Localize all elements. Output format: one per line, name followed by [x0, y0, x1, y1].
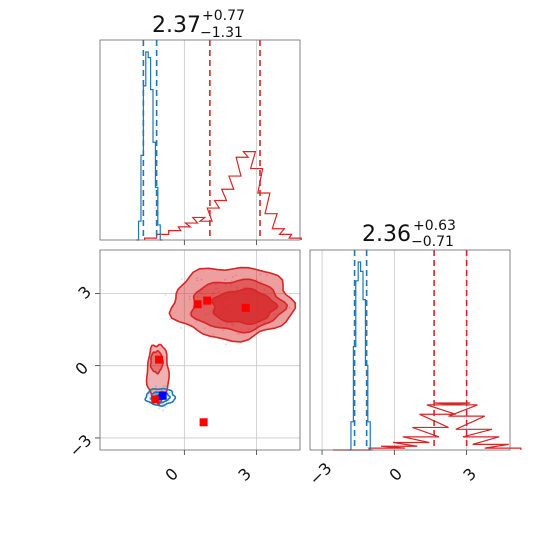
x-tick-label: 0 [385, 464, 406, 485]
sample-point [168, 399, 170, 402]
red-histogram [332, 402, 522, 451]
sample-point [180, 278, 183, 281]
panel-frame [99, 39, 301, 241]
title-minus: −1.31 [200, 25, 243, 41]
sample-point [164, 406, 167, 409]
title-param1: 2.37 +0.77 −1.31 [152, 8, 245, 41]
joint-contour-panel [95, 249, 301, 455]
sample-point [196, 279, 199, 282]
sample-point [191, 305, 194, 308]
red-square-marker [155, 355, 164, 364]
title-param2: 2.36 +0.63 −0.71 [362, 218, 456, 250]
sample-point [154, 385, 157, 388]
red-histogram [143, 151, 302, 240]
blue-histogram [348, 261, 373, 451]
blue-contour [144, 387, 177, 407]
sample-point [260, 280, 263, 283]
sample-point [148, 402, 150, 405]
title-plus: +0.77 [202, 8, 245, 24]
red-square-marker [203, 296, 212, 305]
right-x-tick-labels: −3 0 3 [305, 459, 480, 489]
title-value: 2.37 [152, 13, 201, 38]
x-tick-label: 3 [234, 464, 255, 485]
sample-point [265, 274, 268, 276]
marginal-histogram-param2 [309, 249, 522, 455]
sample-point [231, 276, 234, 279]
sample-point [154, 393, 157, 395]
sample-point [212, 333, 215, 336]
sample-point [161, 403, 164, 406]
y-tick-label: 3 [74, 282, 95, 303]
red-square-marker [151, 395, 160, 404]
sample-point [147, 394, 150, 397]
joint-x-tick-labels: 0 3 [161, 464, 255, 485]
sample-point [238, 332, 241, 335]
joint-y-tick-labels: 3 0 −3 [65, 282, 95, 461]
sample-point [163, 385, 165, 388]
marginal-histogram-param1 [99, 39, 302, 245]
panel-frame [99, 249, 301, 451]
sample-point [168, 391, 171, 394]
sample-point [164, 293, 167, 296]
blue-square-marker [158, 391, 167, 400]
sample-point [156, 392, 158, 395]
sample-point [234, 274, 237, 277]
sample-point [180, 327, 182, 329]
title-minus: −0.71 [411, 234, 454, 250]
panel-frame [309, 249, 511, 451]
sample-point [236, 332, 239, 335]
sample-point [165, 384, 168, 387]
sample-point [168, 318, 171, 321]
red-square-marker [193, 300, 202, 309]
x-tick-label: −3 [305, 459, 335, 489]
x-tick-label: 0 [161, 464, 182, 485]
sample-point [149, 396, 151, 398]
sample-point [158, 407, 160, 410]
sample-point [259, 273, 262, 276]
red-square-marker [199, 418, 208, 427]
sample-point [154, 393, 157, 396]
sample-point [196, 277, 199, 280]
y-tick-label: −3 [65, 431, 95, 461]
y-tick-label: 0 [71, 358, 92, 379]
sample-point [188, 298, 191, 301]
title-plus: +0.63 [413, 218, 456, 234]
sample-point [167, 391, 169, 393]
title-value: 2.36 [362, 222, 411, 247]
sample-point [224, 278, 226, 281]
sample-point [222, 329, 224, 332]
sample-point [188, 295, 191, 298]
sample-point [148, 397, 151, 399]
blue-histogram [136, 51, 163, 241]
sample-point [188, 313, 191, 316]
red-square-marker [241, 303, 250, 312]
sample-point [225, 343, 228, 346]
sample-point [230, 280, 233, 282]
sample-point [162, 409, 165, 412]
sample-point [204, 327, 207, 330]
sample-point [200, 278, 203, 281]
sample-point [195, 320, 198, 323]
sample-point [288, 307, 291, 309]
x-tick-label: 3 [459, 464, 480, 485]
